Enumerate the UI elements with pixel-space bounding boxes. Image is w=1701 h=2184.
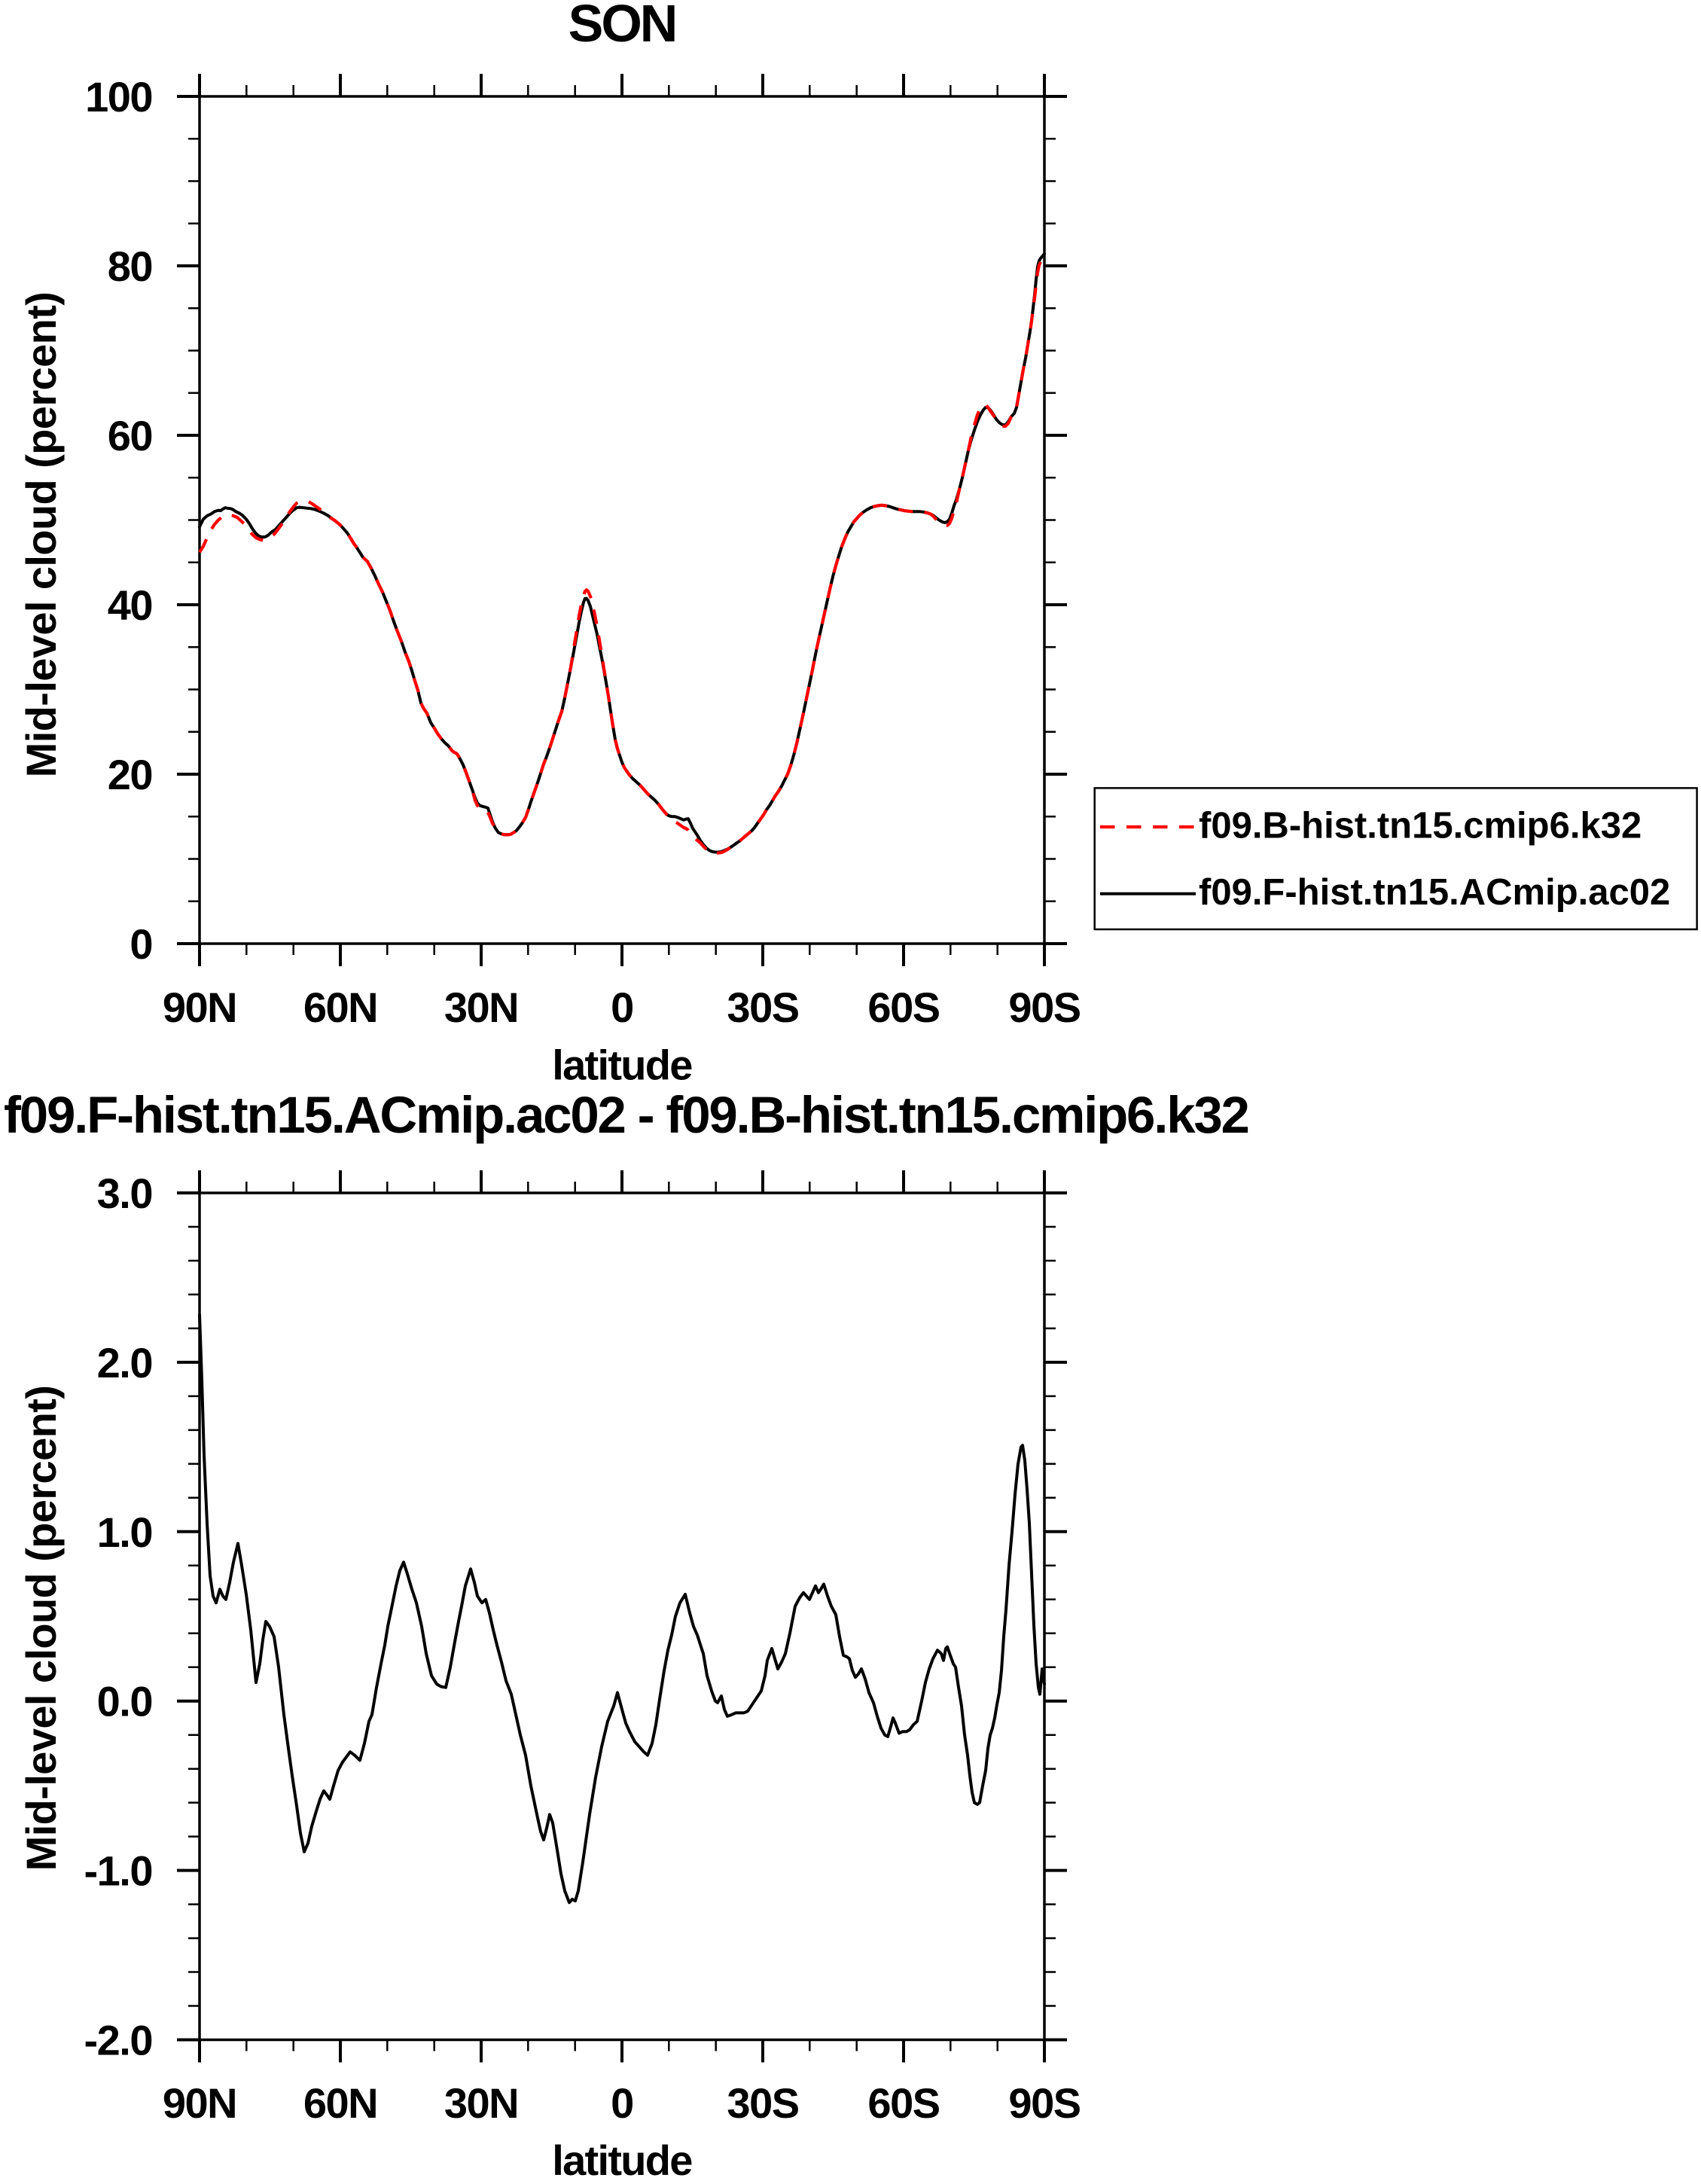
- svg-text:2.0: 2.0: [97, 1339, 152, 1386]
- svg-text:90S: 90S: [1008, 984, 1080, 1031]
- svg-text:-1.0: -1.0: [84, 1847, 153, 1895]
- svg-text:30N: 30N: [444, 984, 518, 1031]
- svg-text:0.0: 0.0: [97, 1678, 152, 1725]
- svg-text:80: 80: [108, 242, 152, 290]
- svg-text:30N: 30N: [444, 2079, 518, 2127]
- svg-text:1.0: 1.0: [97, 1508, 152, 1556]
- svg-text:f09.F-hist.tn15.ACmip.ac02 - f: f09.F-hist.tn15.ACmip.ac02 - f09.B-hist.…: [4, 1086, 1248, 1144]
- svg-text:30S: 30S: [727, 2079, 798, 2127]
- svg-text:3.0: 3.0: [97, 1170, 152, 1217]
- svg-text:100: 100: [85, 73, 152, 120]
- svg-text:latitude: latitude: [552, 2137, 692, 2180]
- svg-text:90N: 90N: [163, 984, 236, 1031]
- svg-text:60N: 60N: [303, 2079, 377, 2127]
- svg-text:f09.F-hist.tn15.ACmip.ac02: f09.F-hist.tn15.ACmip.ac02: [1199, 872, 1670, 913]
- svg-text:Mid-level cloud (percent): Mid-level cloud (percent): [17, 292, 65, 778]
- svg-text:90S: 90S: [1008, 2079, 1080, 2127]
- svg-text:latitude: latitude: [552, 1042, 692, 1089]
- svg-text:60S: 60S: [867, 2079, 939, 2127]
- svg-text:60S: 60S: [867, 984, 939, 1031]
- svg-text:30S: 30S: [727, 984, 798, 1031]
- svg-text:0: 0: [611, 984, 633, 1031]
- svg-text:20: 20: [108, 751, 152, 798]
- svg-text:60: 60: [108, 412, 152, 459]
- svg-text:SON: SON: [569, 0, 676, 53]
- svg-text:Mid-level cloud (percent): Mid-level cloud (percent): [17, 1386, 65, 1871]
- svg-text:f09.B-hist.tn15.cmip6.k32: f09.B-hist.tn15.cmip6.k32: [1199, 806, 1642, 846]
- svg-text:40: 40: [108, 581, 152, 629]
- svg-text:90N: 90N: [163, 2079, 236, 2127]
- svg-text:60N: 60N: [303, 984, 377, 1031]
- svg-text:0: 0: [130, 920, 152, 968]
- svg-text:-2.0: -2.0: [84, 2017, 153, 2064]
- svg-text:0: 0: [611, 2079, 633, 2127]
